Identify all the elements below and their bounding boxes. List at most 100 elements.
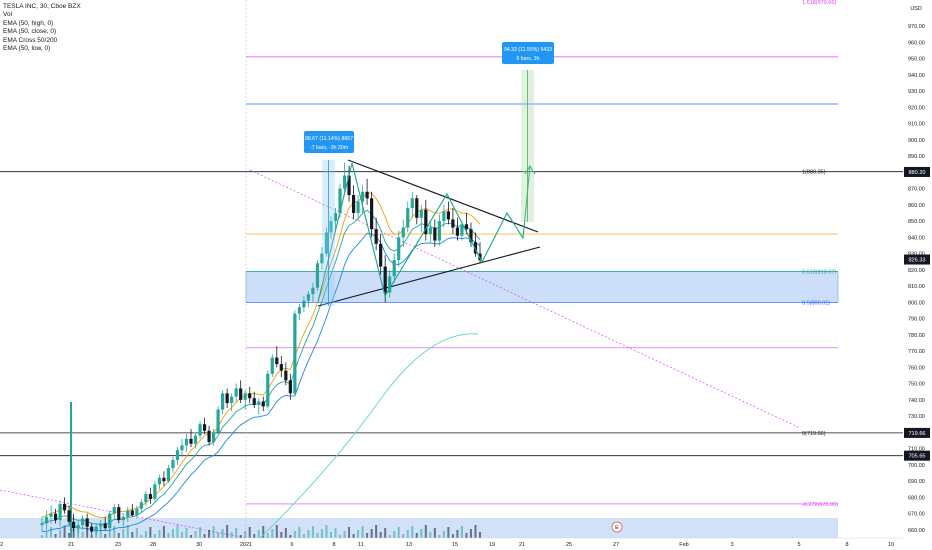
volume-bar [302, 534, 305, 538]
x-tick-label: 25 [566, 542, 572, 548]
volume-bar [153, 534, 156, 538]
y-tick-label: 760.00 [908, 365, 925, 371]
candle-body [207, 430, 211, 443]
volume-bar [411, 526, 414, 538]
volume-bar [190, 535, 193, 538]
volume-bar [203, 534, 206, 538]
candle-body [85, 518, 89, 527]
volume-bar [456, 530, 459, 538]
candle-body [261, 401, 265, 407]
study-vol[interactable]: Vol [3, 11, 13, 19]
candle-body [180, 445, 184, 451]
level-label-5: 0.5(800.01) [802, 300, 830, 306]
volume-bar [388, 535, 391, 538]
price-tag-label-3: 705.65 [908, 454, 925, 460]
currency-label: USD [910, 6, 922, 12]
candle-body [243, 393, 247, 400]
candle-body [356, 201, 360, 213]
volume-bar [108, 530, 111, 538]
candle-body [464, 224, 469, 230]
y-tick-label: 860.00 [908, 203, 925, 209]
candle-body [157, 477, 162, 485]
candle-body [383, 266, 387, 293]
y-tick-label: 700.00 [908, 463, 925, 469]
volume-bar [329, 532, 332, 538]
candle-body [76, 524, 80, 529]
candle-body [279, 364, 283, 371]
volume-bar [167, 533, 170, 538]
volume-bar [339, 535, 342, 538]
candle-body [406, 208, 410, 228]
study-ema-cross[interactable]: EMA Cross 50/200 [3, 36, 58, 44]
symbol-title[interactable]: TESLA INC, 30, Cboe BZX [3, 3, 81, 10]
volume-bar [357, 530, 360, 538]
study-ema-low[interactable]: EMA (50, low, 0) [3, 45, 51, 53]
volume-bar [131, 532, 134, 538]
volume-bar [311, 526, 314, 538]
candle-body [126, 510, 130, 517]
volume-bar [144, 531, 147, 538]
candle-body [410, 198, 414, 209]
candle-body [315, 263, 320, 288]
volume-bar [474, 525, 477, 538]
study-ema-high[interactable]: EMA (50, high, 0) [3, 19, 54, 27]
volume-bar [442, 531, 445, 538]
y-tick-label: 680.00 [908, 495, 925, 501]
volume-bar [361, 526, 364, 538]
x-tick-label: 12 [0, 542, 3, 548]
y-tick-label: 670.00 [908, 512, 925, 518]
candle-body [211, 432, 216, 443]
candle-body [379, 243, 383, 267]
chart-legend: TESLA INC, 30, Cboe BZX Vol EMA (50, hig… [3, 3, 81, 53]
volume-bar [45, 531, 48, 538]
candle-body [130, 510, 134, 516]
volume-bar [113, 526, 116, 538]
candle-body [148, 494, 152, 499]
candle-body [184, 438, 189, 446]
volume-bar [149, 527, 152, 538]
candle-body [478, 253, 482, 261]
ema-high-line [41, 192, 481, 518]
earnings-icon [611, 521, 623, 533]
candle-body [424, 209, 428, 235]
volume-bar [68, 533, 71, 538]
volume-bar [415, 533, 418, 538]
candle-body [320, 253, 324, 264]
fib-levels: 1(880.35) 0.618(818.97) 0.5(800.01) 0(719.6… [0, 0, 903, 539]
volume-band [0, 518, 838, 538]
y-tick-label: 900.00 [908, 138, 925, 144]
candle-body [342, 175, 347, 189]
volume-bar [217, 533, 220, 538]
y-tick-label: 890.00 [908, 154, 925, 160]
x-tick-label: Feb [679, 542, 688, 548]
volume-bar [465, 533, 468, 538]
candle-body [103, 523, 107, 529]
candle-body [171, 459, 175, 469]
candle-body [117, 507, 121, 521]
candle-body [53, 513, 58, 521]
volume-bar [208, 530, 211, 538]
candle-body [302, 300, 306, 308]
volume-bar [194, 531, 197, 538]
candle-body [284, 370, 288, 381]
y-tick-label: 690.00 [908, 479, 925, 485]
volume-bar [199, 527, 202, 538]
price-tag-1 [904, 254, 930, 265]
study-ema-close[interactable]: EMA (50, close, 0) [3, 28, 57, 36]
y-tick-label: 970.00 [908, 24, 925, 30]
volume-bar [289, 535, 292, 538]
level-label-7: 0(719.66) [802, 431, 826, 437]
volume-bar [284, 528, 287, 538]
diag-right [249, 169, 801, 429]
volume-bar [176, 525, 179, 538]
volume-bar [117, 533, 120, 538]
x-tick-label: 8 [332, 542, 335, 548]
volume-bar [298, 527, 301, 538]
candle-body [121, 516, 125, 521]
candle-body [135, 508, 139, 516]
volume-bar [239, 535, 242, 538]
volume-bar [262, 526, 265, 538]
volume-bar [429, 532, 432, 538]
projection-arrow [524, 165, 536, 175]
